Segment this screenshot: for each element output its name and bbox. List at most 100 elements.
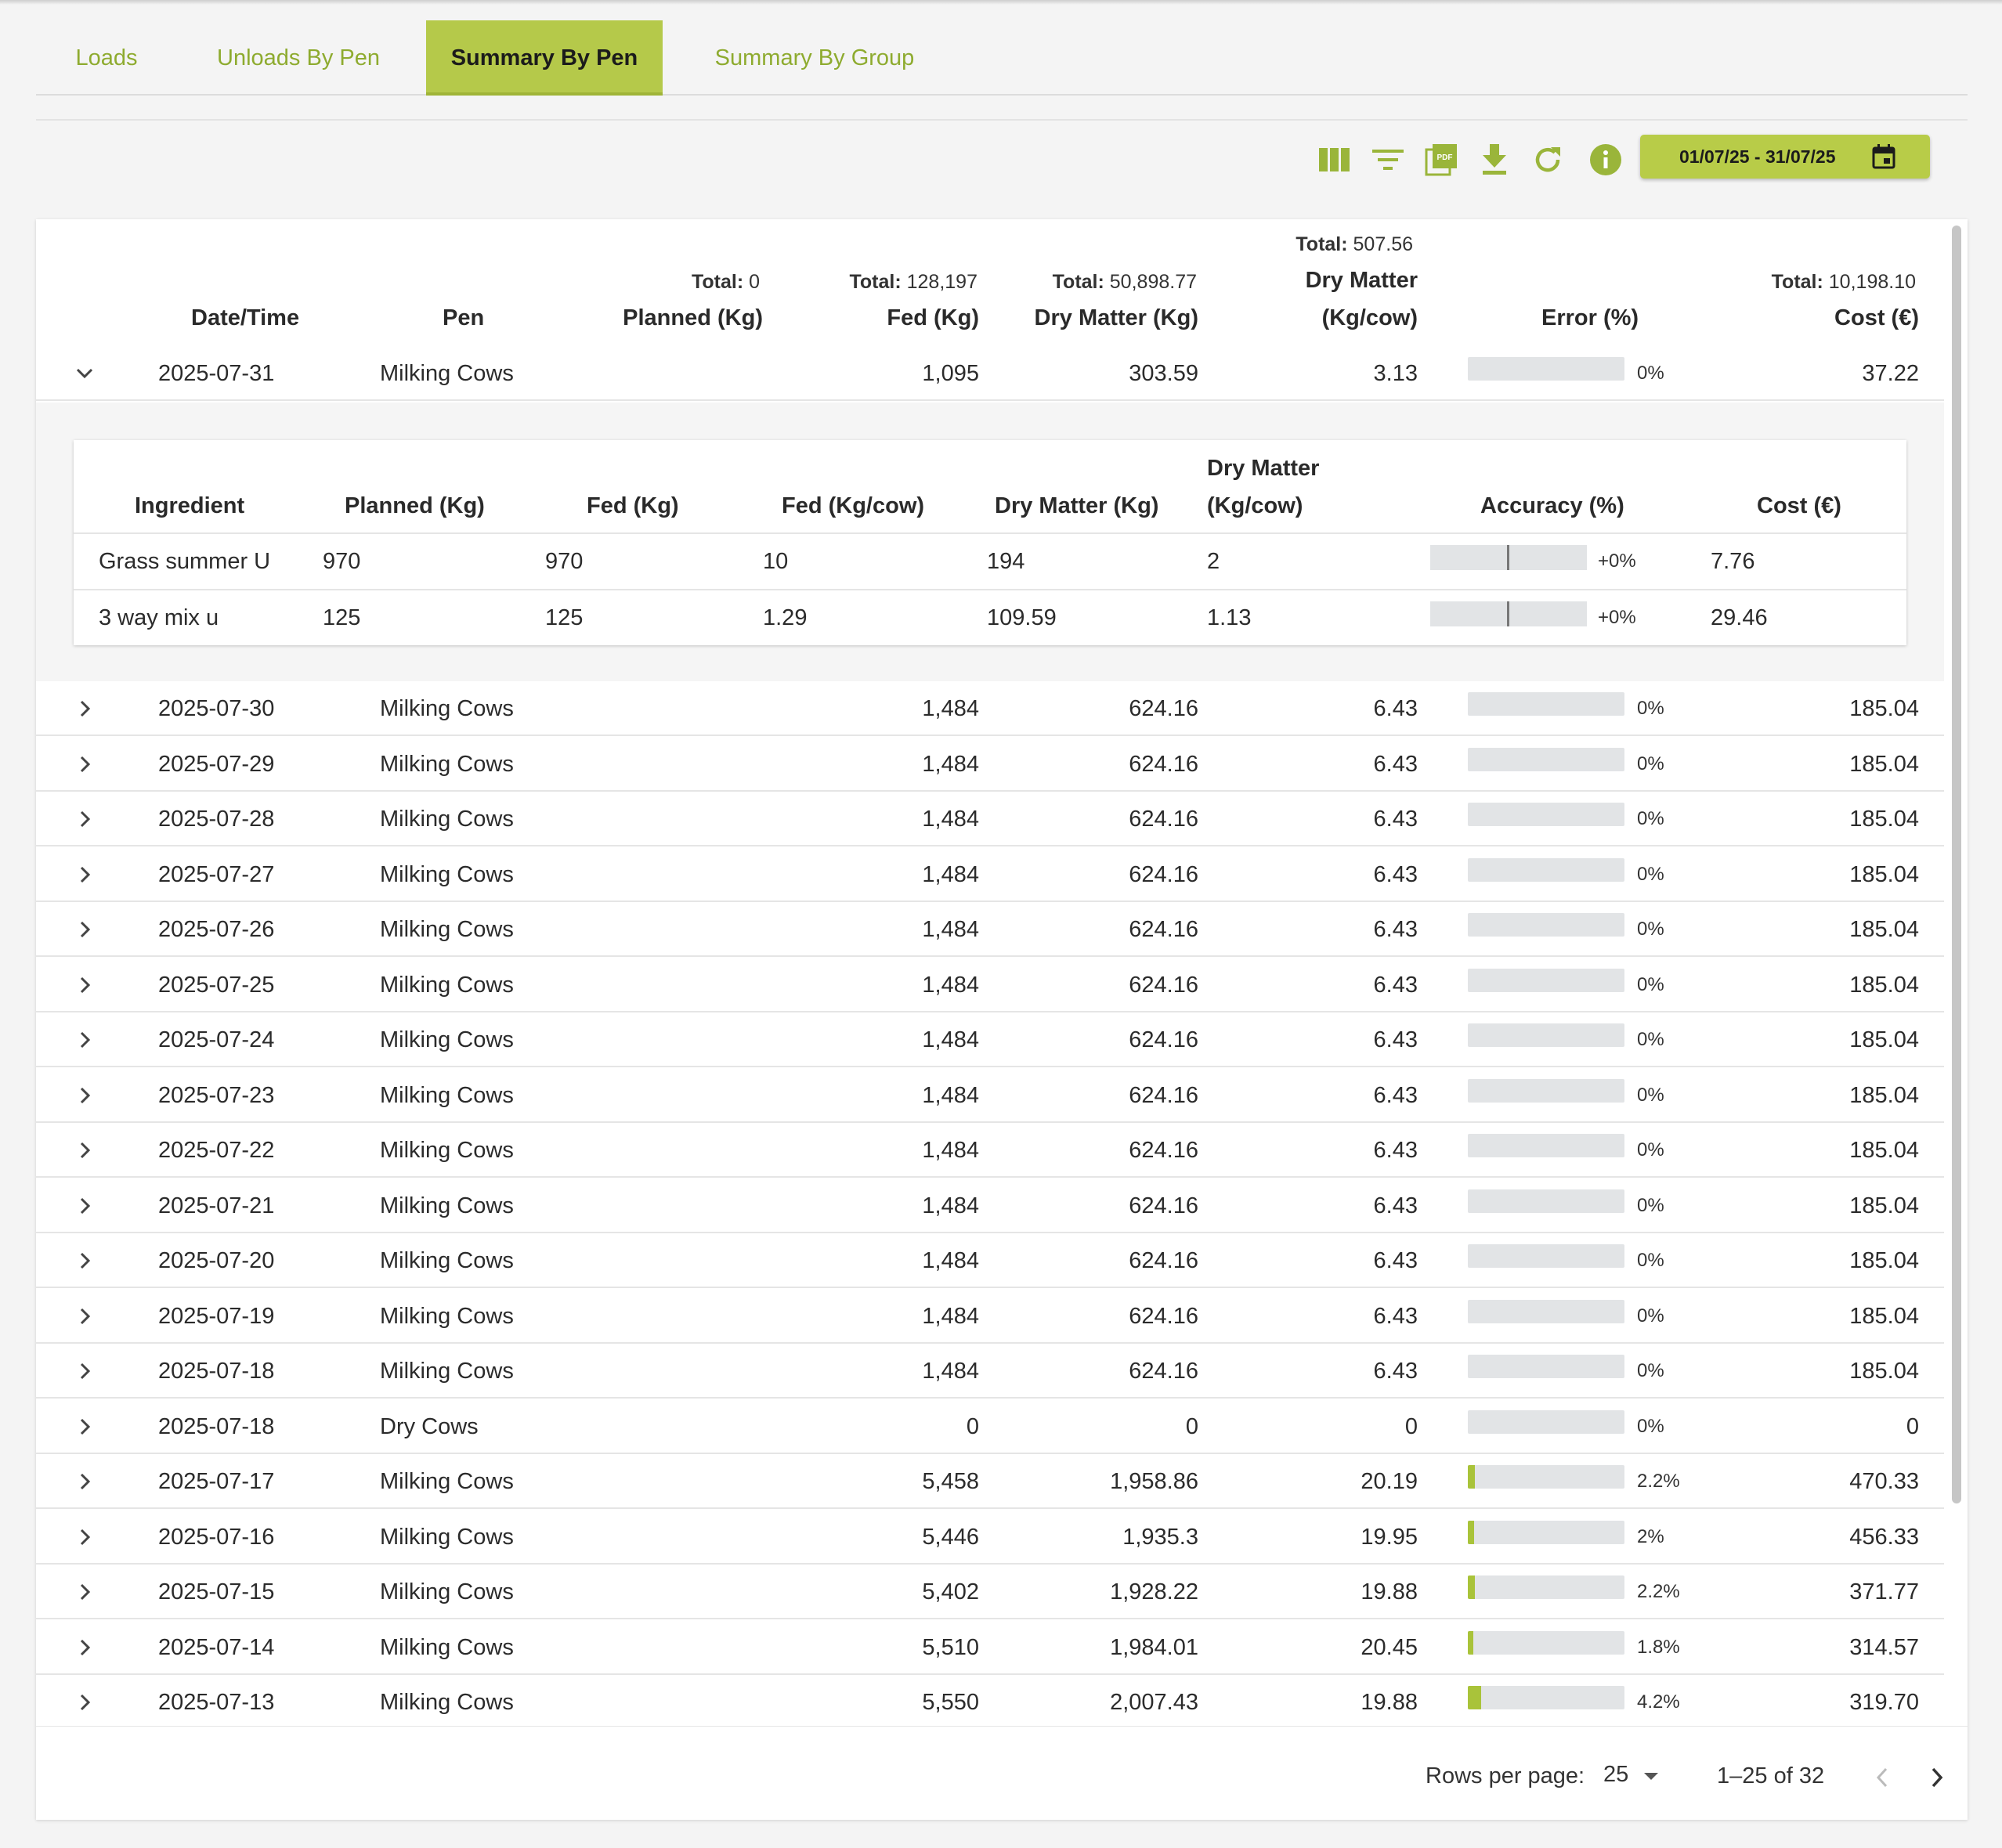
error-bar [1468, 1244, 1624, 1268]
header-dm-cow-line2[interactable]: (Kg/cow) [1321, 305, 1418, 330]
table-row[interactable]: 2025-07-27 Milking Cows 1,484 624.16 6.43 0% 1… [36, 846, 1944, 902]
table-row[interactable]: 2025-07-16 Milking Cows 5,446 1,935.3 19.95 2… [36, 1509, 1944, 1565]
table-row[interactable]: 2025-07-13 Milking Cows 5,550 2,007.43 19.88… [36, 1675, 1944, 1730]
table-row[interactable]: 2025-07-18 Dry Cows 0 0 0 0% 0 [36, 1399, 1944, 1454]
cell-dry-matter: 303.59 [1129, 361, 1198, 386]
chevron-right-icon[interactable] [75, 920, 94, 939]
cell-fed: 5,550 [922, 1690, 979, 1715]
previous-page-icon[interactable] [1874, 1767, 1891, 1788]
chevron-right-icon[interactable] [75, 1141, 94, 1160]
error-bar [1468, 913, 1624, 937]
table-row[interactable]: 2025-07-29 Milking Cows 1,484 624.16 6.43 0% 1… [36, 736, 1944, 792]
chevron-right-icon[interactable] [75, 1251, 94, 1270]
chevron-right-icon[interactable] [75, 699, 94, 718]
chevron-right-icon[interactable] [75, 1197, 94, 1215]
cell-fed: 1,484 [922, 1138, 979, 1163]
cell-fed: 5,510 [922, 1634, 979, 1660]
table-row[interactable]: 2025-07-18 Milking Cows 1,484 624.16 6.43 0% 1… [36, 1344, 1944, 1399]
chevron-right-icon[interactable] [75, 1086, 94, 1105]
columns-icon[interactable] [1317, 143, 1352, 177]
cell-date: 2025-07-18 [158, 1413, 275, 1439]
table-row[interactable]: 2025-07-24 Milking Cows 1,484 624.16 6.43 0% 1… [36, 1012, 1944, 1067]
header-planned[interactable]: Planned (Kg) [623, 305, 763, 330]
chevron-right-icon[interactable] [75, 1417, 94, 1436]
cell-date: 2025-07-30 [158, 696, 275, 721]
chevron-right-icon[interactable] [75, 755, 94, 774]
cell-error: 0% [1637, 1305, 1664, 1326]
cell-pen: Milking Cows [380, 1082, 514, 1108]
total-planned: Total: 0 [691, 271, 760, 293]
chevron-right-icon[interactable] [75, 1307, 94, 1326]
detail-cell-planned: 125 [323, 605, 361, 630]
table-row[interactable]: 2025-07-14 Milking Cows 5,510 1,984.01 20.45… [36, 1619, 1944, 1675]
chevron-right-icon[interactable] [75, 1528, 94, 1547]
top-shadow [0, 0, 2002, 5]
next-page-icon[interactable] [1928, 1767, 1946, 1788]
table-row[interactable]: 2025-07-28 Milking Cows 1,484 624.16 6.43 0% 1… [36, 792, 1944, 846]
chevron-down-icon[interactable] [75, 364, 94, 383]
chevron-right-icon[interactable] [75, 976, 94, 994]
cell-dm-cow: 6.43 [1373, 1248, 1418, 1273]
cell-cost: 185.04 [1849, 917, 1919, 942]
header-pen[interactable]: Pen [443, 305, 485, 330]
chevron-right-icon[interactable] [75, 1472, 94, 1491]
table-row[interactable]: 2025-07-26 Milking Cows 1,484 624.16 6.43 0% 1… [36, 902, 1944, 957]
cell-dm-cow: 19.95 [1361, 1524, 1418, 1550]
cell-pen: Milking Cows [380, 1027, 514, 1052]
header-fed[interactable]: Fed (Kg) [887, 305, 979, 330]
date-range-button[interactable]: 01/07/25 - 31/07/25 [1640, 135, 1930, 179]
cell-pen: Milking Cows [380, 1359, 514, 1384]
cell-error: 0% [1637, 1415, 1664, 1437]
refresh-icon[interactable] [1530, 143, 1565, 177]
header-error[interactable]: Error (%) [1541, 305, 1639, 330]
cell-dry-matter: 1,928.22 [1110, 1579, 1198, 1604]
cell-cost: 185.04 [1849, 972, 1919, 998]
table-row[interactable]: 2025-07-19 Milking Cows 1,484 624.16 6.43 0% 1… [36, 1288, 1944, 1344]
tab-loads[interactable]: Loads [75, 45, 138, 70]
download-icon[interactable] [1477, 143, 1512, 177]
table-row[interactable]: 2025-07-22 Milking Cows 1,484 624.16 6.43 0% 1… [36, 1123, 1944, 1178]
accuracy-bar [1430, 545, 1587, 570]
tab-summary-by-group[interactable]: Summary By Group [714, 45, 915, 70]
page-range: 1–25 of 32 [1717, 1763, 1825, 1788]
filter-icon[interactable] [1371, 143, 1405, 177]
detail-cell-cost: 29.46 [1711, 605, 1768, 630]
chevron-right-icon[interactable] [75, 1030, 94, 1049]
chevron-right-icon[interactable] [75, 1362, 94, 1381]
chevron-right-icon[interactable] [75, 1638, 94, 1657]
rows-per-page-select[interactable]: 25 [1603, 1762, 1660, 1788]
detail-cell-dm-cow: 2 [1207, 549, 1220, 574]
cell-pen: Milking Cows [380, 696, 514, 721]
cell-dm-cow: 20.19 [1361, 1469, 1418, 1494]
tab-summary-by-pen[interactable]: Summary By Pen [426, 20, 663, 96]
table-row[interactable]: 2025-07-23 Milking Cows 1,484 624.16 6.43 0% 1… [36, 1067, 1944, 1123]
header-cost[interactable]: Cost (€) [1834, 305, 1919, 330]
cell-cost: 185.04 [1849, 1359, 1919, 1384]
cell-date: 2025-07-28 [158, 807, 275, 832]
pagination-bar [36, 1726, 1968, 1820]
table-row[interactable]: 2025-07-20 Milking Cows 1,484 624.16 6.43 0% 1… [36, 1233, 1944, 1288]
tab-unloads-by-pen[interactable]: Unloads By Pen [217, 45, 380, 70]
cell-date: 2025-07-31 [158, 361, 275, 386]
table-row[interactable]: 2025-07-17 Milking Cows 5,458 1,958.86 20.19… [36, 1454, 1944, 1509]
chevron-right-icon[interactable] [75, 1693, 94, 1712]
chevron-right-icon[interactable] [75, 865, 94, 884]
info-icon[interactable] [1588, 143, 1623, 177]
table-row[interactable]: 2025-07-25 Milking Cows 1,484 624.16 6.43 0% 1… [36, 957, 1944, 1012]
table-row[interactable]: 2025-07-15 Milking Cows 5,402 1,928.22 19.88… [36, 1565, 1944, 1619]
header-datetime[interactable]: Date/Time [191, 305, 300, 330]
cell-cost: 319.70 [1849, 1690, 1919, 1715]
scrollbar-thumb[interactable] [1952, 226, 1961, 1503]
header-dry-matter[interactable]: Dry Matter (Kg) [1034, 305, 1198, 330]
cell-date: 2025-07-22 [158, 1138, 275, 1163]
chevron-right-icon[interactable] [75, 1583, 94, 1601]
cell-error: 0% [1637, 973, 1664, 995]
cell-dry-matter: 624.16 [1129, 1248, 1198, 1273]
table-row-expanded[interactable]: 2025-07-31 Milking Cows 1,095 303.59 3.1… [36, 346, 1944, 401]
table-row[interactable]: 2025-07-30 Milking Cows 1,484 624.16 6.43 0% 1… [36, 681, 1944, 736]
table-row[interactable]: 2025-07-21 Milking Cows 1,484 624.16 6.43 0% 1… [36, 1178, 1944, 1233]
header-dm-cow-line1[interactable]: Dry Matter [1305, 268, 1418, 293]
pdf-icon[interactable]: PDF [1424, 143, 1458, 177]
cell-date: 2025-07-23 [158, 1082, 275, 1108]
chevron-right-icon[interactable] [75, 810, 94, 828]
